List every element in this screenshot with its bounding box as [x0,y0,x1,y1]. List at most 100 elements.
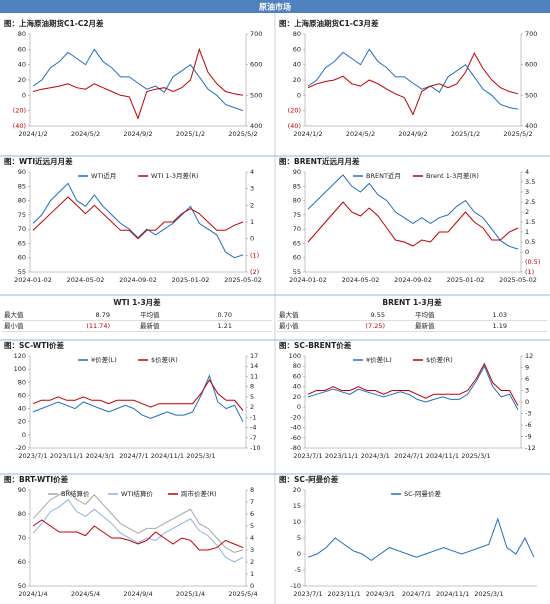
series-line [32,489,244,553]
y2-tick-label: 4 [250,168,254,176]
x-tick-label: 2023/7/1 [293,452,322,460]
legend-label: $价差(R) [151,355,178,364]
y-tick-label: 40 [293,61,301,69]
legend-label: ¥价差(L) [366,355,392,364]
x-tick-label: 2024/7/1 [119,452,148,460]
series-line [32,48,244,112]
x-tick-label: 2025/3/1 [474,590,503,598]
chart-title: 图：SC-阿曼价差 [279,474,339,484]
y-tick-label: 5 [297,534,301,542]
y-tick-label: 60 [293,254,301,262]
y2-tick-label: 8 [250,383,254,391]
series-line [32,498,244,563]
y2-tick-label: -6 [525,421,531,429]
x-tick-label: 2024/5/2 [346,130,375,138]
y-tick-label: 75 [293,211,301,219]
legend-label: ¥价差(L) [91,355,117,364]
y2-tick-label: 0 [250,582,254,590]
chart-title: 图：BRENT近远月月差 [279,156,360,166]
x-tick-label: 2023/11/1 [50,452,83,460]
y-tick-label: 55 [18,268,26,276]
x-tick-label: 2025/1/4 [176,590,205,598]
y-tick-label: 65 [18,239,26,247]
x-tick-label: 2024/7/1 [394,452,423,460]
y2-tick-label: 700 [250,30,262,38]
y2-tick-label: 5 [250,522,254,530]
y-tick-label: 0 [297,550,301,558]
legend-label: 跨市价差(R) [181,489,217,498]
x-tick-label: 2023/7/1 [293,590,322,598]
y2-tick-label: 400 [525,122,537,130]
x-tick-label: 2025/3/1 [186,452,215,460]
table-cell: 1.21 [218,322,232,330]
y-tick-label: -10 [290,582,301,590]
x-tick-label: 2023/7/1 [18,452,47,460]
x-tick-label: 2024-05-02 [67,276,105,284]
series-line [307,365,519,410]
y2-tick-label: 600 [525,61,537,69]
table-cell: 最小值 [4,321,24,330]
y-tick-label: 70 [18,534,26,542]
y2-tick-label: -12 [525,444,536,452]
table-cell: 最新值 [140,321,160,330]
y-tick-label: 80 [18,378,26,386]
y-tick-label: -20 [290,413,301,421]
y-tick-label: 20 [293,76,301,84]
x-tick-label: 2025/3/1 [461,452,490,460]
y-tick-label: -5 [295,566,301,574]
series-line [32,378,244,411]
table-cell: 1.19 [493,322,507,330]
legend-label: BR结算价 [61,489,90,498]
x-tick-label: 2024/9/2 [398,130,427,138]
y2-tick-label: 11 [250,372,258,380]
x-tick-label: 2024/5/2 [71,130,100,138]
y-tick-label: 20 [18,418,26,426]
table-cell: (11.74) [86,322,110,330]
y2-tick-label: 4 [250,534,254,542]
x-tick-label: 2024/11/1 [426,452,459,460]
y-tick-label: 40 [293,383,301,391]
table-cell: 最新值 [415,321,435,330]
y-tick-label: 80 [18,510,26,518]
y2-tick-label: 2 [250,403,254,411]
x-tick-label: 2024/11/1 [151,452,184,460]
y-tick-label: 55 [293,268,301,276]
y-tick-label: -40 [290,424,301,432]
y-tick-label: 80 [18,197,26,205]
y-tick-label: (20) [288,107,301,115]
x-tick-label: 2024-01-02 [14,276,52,284]
chart-title: 图：SC-BRENT价差 [279,340,352,350]
y-tick-label: 40 [18,405,26,413]
y2-tick-label: 3 [250,185,254,193]
series-line [307,48,519,110]
x-tick-label: 2024-05-02 [342,276,380,284]
y2-tick-label: 1.5 [525,218,535,226]
y2-tick-label: 6 [250,510,254,518]
y2-tick-label: 2.5 [525,198,535,206]
x-tick-label: 2025/5/4 [228,590,257,598]
series-line [307,201,519,247]
y2-tick-label: -7 [250,434,256,442]
legend-label: $价差(R) [426,355,453,364]
x-tick-label: 2024/1/2 [18,130,47,138]
y2-tick-label: -4 [250,424,256,432]
x-tick-label: 2024/3/1 [361,452,390,460]
y2-tick-label: -10 [250,444,261,452]
y2-tick-label: 8 [250,486,254,494]
y-tick-label: 80 [293,30,301,38]
y2-tick-label: 500 [250,91,262,99]
y-tick-label: 90 [18,486,26,494]
x-tick-label: 2024-01-02 [289,276,327,284]
y2-tick-label: 5 [250,393,254,401]
x-tick-label: 2023/11/1 [325,452,358,460]
legend-label: BRENT近月 [366,171,401,180]
y-tick-label: 50 [18,582,26,590]
y2-tick-label: 3 [250,546,254,554]
x-tick-label: 2025/5/2 [503,130,532,138]
chart-title: 图：上海原油期货C1-C3月差 [279,18,379,28]
x-tick-label: 2025-01-02 [447,276,485,284]
x-tick-label: 2023/11/1 [327,590,360,598]
y2-tick-label: -3 [525,410,531,418]
y2-tick-label: 1 [250,570,254,578]
y-tick-label: (20) [13,107,26,115]
